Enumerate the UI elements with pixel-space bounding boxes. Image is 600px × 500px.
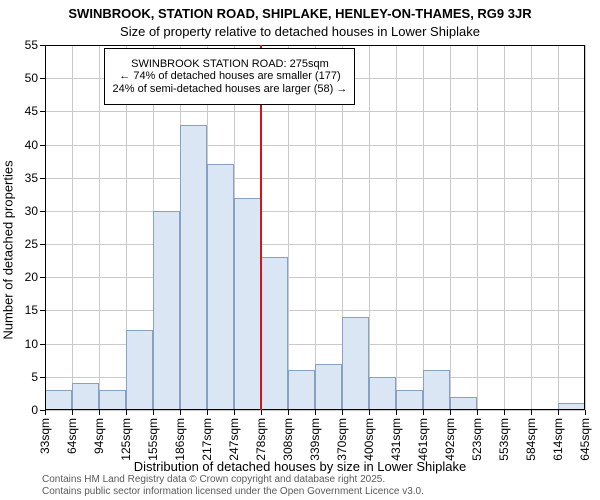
x-tick-mark xyxy=(99,410,100,415)
x-tick-mark xyxy=(450,410,451,415)
y-tick-label: 10 xyxy=(25,337,38,351)
histogram-bar xyxy=(234,198,261,410)
histogram-bar xyxy=(342,317,369,410)
x-axis-line xyxy=(45,409,585,410)
annotation-box: SWINBROOK STATION ROAD: 275sqm← 74% of d… xyxy=(104,48,355,104)
x-tick-label: 645sqm xyxy=(578,418,592,461)
histogram-bar xyxy=(315,364,342,410)
x-tick-mark xyxy=(477,410,478,415)
x-tick-mark xyxy=(342,410,343,415)
x-tick-label: 247sqm xyxy=(227,418,241,461)
x-axis-label: Distribution of detached houses by size … xyxy=(0,459,600,474)
x-tick-label: 186sqm xyxy=(173,418,187,461)
histogram-bar xyxy=(72,383,99,410)
y-axis-label: Number of detached properties xyxy=(1,160,16,339)
y-tick-label: 25 xyxy=(25,237,38,251)
histogram-bar xyxy=(45,390,72,410)
x-tick-label: 400sqm xyxy=(362,418,376,461)
gridline-vertical xyxy=(558,45,559,410)
x-tick-label: 125sqm xyxy=(119,418,133,461)
right-axis-line xyxy=(584,45,585,410)
plot-area: SWINBROOK STATION ROAD: 275sqm← 74% of d… xyxy=(45,45,585,410)
x-tick-mark xyxy=(315,410,316,415)
x-tick-mark xyxy=(207,410,208,415)
histogram-bar xyxy=(288,370,315,410)
x-tick-mark xyxy=(396,410,397,415)
y-tick-label: 0 xyxy=(31,403,38,417)
x-tick-label: 614sqm xyxy=(551,418,565,461)
y-axis-line xyxy=(45,45,46,410)
histogram-bar xyxy=(369,377,396,410)
x-tick-label: 308sqm xyxy=(281,418,295,461)
y-tick-label: 35 xyxy=(25,171,38,185)
y-tick-label: 30 xyxy=(25,204,38,218)
y-tick-label: 5 xyxy=(31,370,38,384)
x-tick-label: 370sqm xyxy=(335,418,349,461)
gridline-vertical xyxy=(504,45,505,410)
histogram-bar xyxy=(126,330,153,410)
attribution-text: Contains HM Land Registry data © Crown c… xyxy=(42,474,424,498)
x-tick-mark xyxy=(423,410,424,415)
x-tick-mark xyxy=(153,410,154,415)
annotation-line: ← 74% of detached houses are smaller (17… xyxy=(105,70,354,83)
x-tick-label: 94sqm xyxy=(92,418,106,454)
y-tick-label: 40 xyxy=(25,138,38,152)
histogram-bar xyxy=(423,370,450,410)
x-tick-mark xyxy=(504,410,505,415)
histogram-bar xyxy=(99,390,126,410)
x-tick-mark xyxy=(531,410,532,415)
x-tick-label: 339sqm xyxy=(308,418,322,461)
x-tick-label: 217sqm xyxy=(200,418,214,461)
histogram-bar xyxy=(153,211,180,410)
attribution-line-2: Contains public sector information licen… xyxy=(42,486,424,498)
y-tick-label: 20 xyxy=(25,270,38,284)
x-tick-label: 523sqm xyxy=(470,418,484,461)
histogram-bar xyxy=(180,125,207,410)
x-tick-mark xyxy=(234,410,235,415)
annotation-line: SWINBROOK STATION ROAD: 275sqm xyxy=(105,58,354,71)
gridline-vertical xyxy=(450,45,451,410)
gridline-vertical xyxy=(396,45,397,410)
histogram-bar xyxy=(396,390,423,410)
attribution-line-1: Contains HM Land Registry data © Crown c… xyxy=(42,474,424,486)
y-tick-label: 50 xyxy=(25,71,38,85)
chart-title-sub: Size of property relative to detached ho… xyxy=(0,24,600,39)
x-tick-label: 155sqm xyxy=(146,418,160,461)
histogram-bar xyxy=(207,164,234,410)
x-tick-label: 64sqm xyxy=(65,418,79,454)
x-tick-label: 431sqm xyxy=(389,418,403,461)
gridline-vertical xyxy=(99,45,100,410)
x-tick-mark xyxy=(261,410,262,415)
gridline-vertical xyxy=(72,45,73,410)
x-tick-label: 553sqm xyxy=(497,418,511,461)
chart-title-main: SWINBROOK, STATION ROAD, SHIPLAKE, HENLE… xyxy=(0,6,600,21)
gridline-vertical xyxy=(585,45,586,410)
x-tick-label: 584sqm xyxy=(524,418,538,461)
x-tick-mark xyxy=(180,410,181,415)
gridline-vertical xyxy=(531,45,532,410)
x-tick-mark xyxy=(288,410,289,415)
x-tick-mark xyxy=(585,410,586,415)
x-tick-mark xyxy=(72,410,73,415)
x-tick-mark xyxy=(369,410,370,415)
x-tick-label: 33sqm xyxy=(38,418,52,454)
gridline-vertical xyxy=(423,45,424,410)
histogram-bar xyxy=(261,257,288,410)
gridline-vertical xyxy=(477,45,478,410)
top-axis-line xyxy=(45,45,585,46)
gridline-vertical xyxy=(369,45,370,410)
x-tick-mark xyxy=(45,410,46,415)
annotation-line: 24% of semi-detached houses are larger (… xyxy=(105,83,354,96)
x-tick-mark xyxy=(558,410,559,415)
x-tick-label: 278sqm xyxy=(254,418,268,461)
histogram-bar xyxy=(450,397,477,410)
x-tick-label: 492sqm xyxy=(443,418,457,461)
y-tick-label: 45 xyxy=(25,104,38,118)
y-tick-label: 15 xyxy=(25,303,38,317)
y-tick-label: 55 xyxy=(25,38,38,52)
x-tick-label: 461sqm xyxy=(416,418,430,461)
chart-container: SWINBROOK, STATION ROAD, SHIPLAKE, HENLE… xyxy=(0,0,600,500)
x-tick-mark xyxy=(126,410,127,415)
